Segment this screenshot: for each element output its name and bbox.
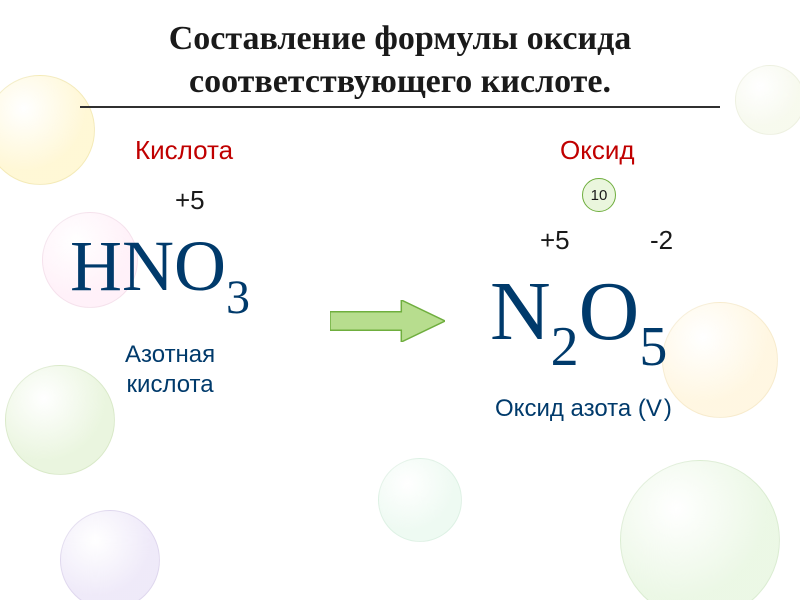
element-symbol: O bbox=[174, 226, 226, 306]
lcm-badge-value: 10 bbox=[591, 187, 608, 204]
acid-heading: Кислота bbox=[135, 135, 233, 166]
subscript: 5 bbox=[639, 316, 667, 378]
slide-title-line1: Составление формулы оксида bbox=[0, 18, 800, 61]
oxide-name-suffix: ) bbox=[664, 395, 672, 422]
oxide-formula: N2O5 bbox=[490, 270, 667, 367]
title-underline bbox=[80, 106, 720, 108]
balloon-decoration bbox=[662, 302, 778, 418]
balloon-decoration bbox=[378, 458, 462, 542]
balloon-decoration bbox=[60, 510, 160, 600]
oxide-heading: Оксид bbox=[560, 135, 635, 166]
acid-oxidation-state: +5 bbox=[175, 185, 205, 216]
lcm-badge: 10 bbox=[582, 178, 616, 212]
reaction-arrow bbox=[330, 300, 445, 342]
slide-title-line2: соответствующего кислоте. bbox=[0, 61, 800, 104]
oxide-oxidation-o: -2 bbox=[650, 225, 673, 256]
balloon-decoration bbox=[5, 365, 115, 475]
acid-name-line2: кислота bbox=[125, 370, 215, 400]
element-symbol: H bbox=[70, 226, 122, 306]
element-symbol: O bbox=[579, 265, 640, 358]
acid-name: Азотная кислота bbox=[125, 340, 215, 400]
element-symbol: N bbox=[490, 265, 551, 358]
oxide-name: Оксид азота (V) bbox=[495, 395, 672, 423]
element-symbol: N bbox=[122, 226, 174, 306]
balloon-decoration bbox=[620, 460, 780, 600]
oxide-name-prefix: Оксид азота ( bbox=[495, 395, 646, 422]
acid-formula: HNO3 bbox=[70, 230, 250, 314]
subscript: 3 bbox=[226, 271, 250, 324]
oxide-oxidation-n: +5 bbox=[540, 225, 570, 256]
oxide-name-roman: V bbox=[646, 395, 664, 422]
acid-name-line1: Азотная bbox=[125, 340, 215, 370]
subscript: 2 bbox=[551, 316, 579, 378]
slide-title: Составление формулы оксида соответствующ… bbox=[0, 18, 800, 103]
